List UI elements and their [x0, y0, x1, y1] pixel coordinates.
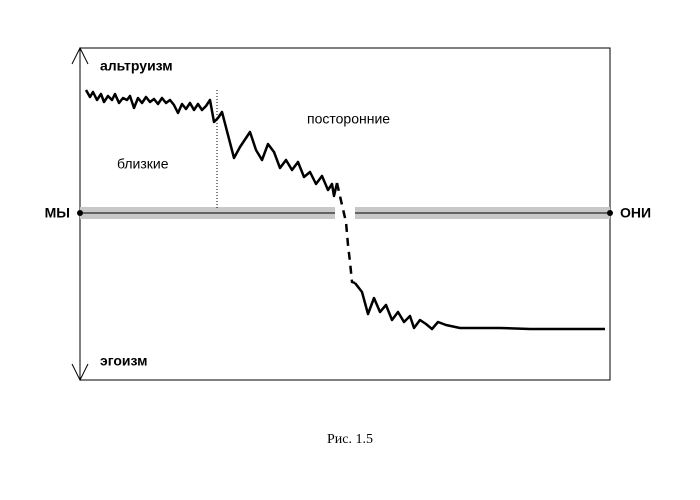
top-label: альтруизм — [100, 58, 173, 74]
near-label: близкие — [117, 156, 169, 172]
bottom-label: эгоизм — [100, 353, 148, 369]
far-label: посторонние — [307, 111, 390, 127]
left-label: МЫ — [45, 205, 70, 221]
caption: Рис. 1.5 — [327, 432, 373, 447]
midline — [77, 207, 613, 219]
right-label: ОНИ — [620, 205, 651, 221]
curve — [84, 89, 605, 331]
